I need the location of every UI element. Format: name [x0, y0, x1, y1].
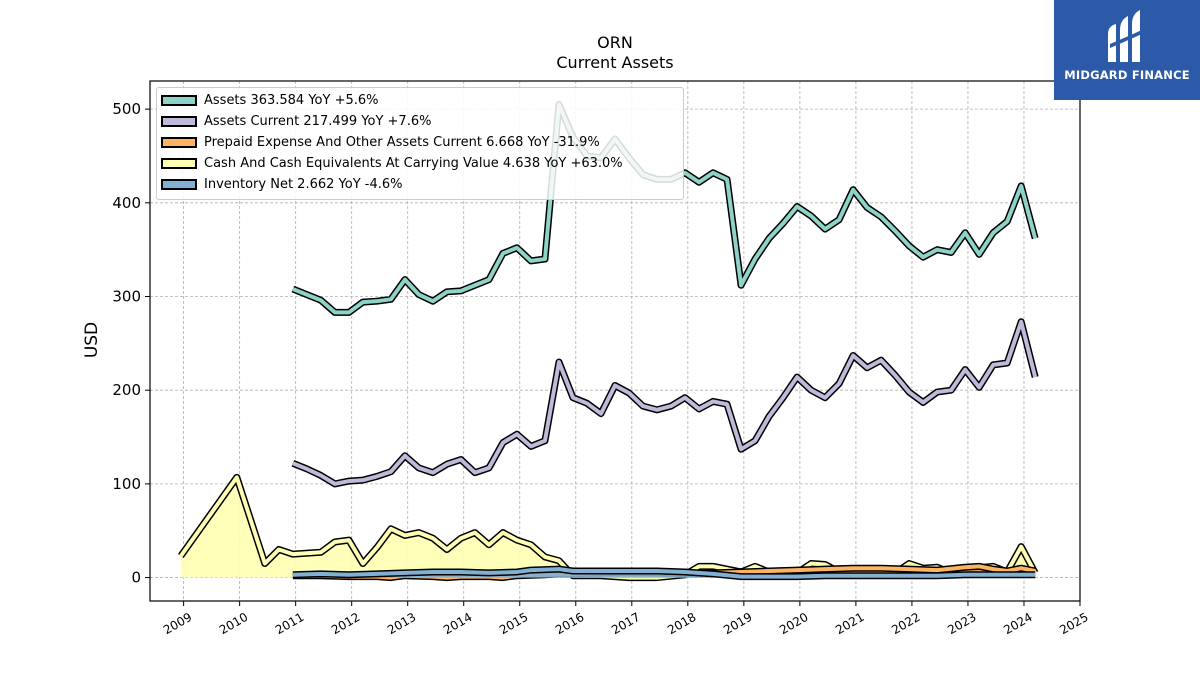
y-tick-label: 500 [112, 100, 141, 118]
series-line [292, 319, 1038, 486]
x-tick-label: 2019 [721, 610, 754, 637]
series-inventory-net [292, 565, 1036, 581]
legend-swatch [161, 116, 197, 127]
y-tick-label: 0 [131, 569, 141, 587]
y-tick-label: 100 [112, 475, 141, 493]
x-tick-label: 2013 [385, 610, 418, 637]
x-tick-label: 2024 [1001, 610, 1034, 637]
chart-subtitle: Current Assets [556, 53, 674, 72]
x-tick-label: 2017 [609, 610, 642, 637]
legend-swatch [161, 137, 197, 148]
legend-swatch [161, 179, 197, 190]
series-line [292, 567, 1036, 579]
x-tick-label: 2021 [833, 610, 866, 637]
legend-label: Assets 363.584 YoY +5.6% [204, 93, 379, 108]
y-tick-label: 300 [112, 287, 141, 305]
x-tick-label: 2010 [217, 610, 250, 637]
x-tick-label: 2025 [1057, 610, 1090, 637]
legend-label: Inventory Net 2.662 YoY -4.6% [204, 177, 403, 192]
x-tick-label: 2018 [665, 610, 698, 637]
chart-title: ORN [597, 33, 633, 52]
y-axis-label: USD [82, 321, 102, 359]
brand-logo: MIDGARD FINANCE [1054, 0, 1200, 100]
series-layer [177, 100, 1039, 582]
legend-label: Cash And Cash Equivalents At Carrying Va… [204, 156, 623, 171]
legend-label: Prepaid Expense And Other Assets Current… [204, 135, 600, 150]
x-tick-label: 2012 [329, 610, 362, 637]
x-tick-label: 2015 [497, 610, 530, 637]
x-tick-label: 2014 [441, 610, 474, 637]
x-tick-label: 2009 [161, 610, 194, 637]
plot-area-frame [149, 80, 1081, 602]
x-tick-label: 2016 [553, 610, 586, 637]
series-assets-current [291, 318, 1039, 488]
series-area [180, 477, 1036, 578]
x-tick-label: 2023 [945, 610, 978, 637]
legend: Assets 363.584 YoY +5.6% Assets Current … [156, 87, 684, 200]
x-tick-label: 2011 [273, 610, 306, 637]
brand-name: MIDGARD FINANCE [1064, 68, 1190, 82]
x-tick-label: 2022 [889, 610, 922, 637]
series-cash-and-cash-equivalents-at-carrying-value [177, 473, 1039, 582]
y-tick-label: 400 [112, 194, 141, 212]
legend-swatch [161, 158, 197, 169]
x-tick-label: 2020 [777, 610, 810, 637]
legend-label: Assets Current 217.499 YoY +7.6% [204, 114, 432, 129]
y-tick-label: 200 [112, 381, 141, 399]
brand-mark-icon [1108, 10, 1142, 62]
legend-swatch [161, 95, 197, 106]
